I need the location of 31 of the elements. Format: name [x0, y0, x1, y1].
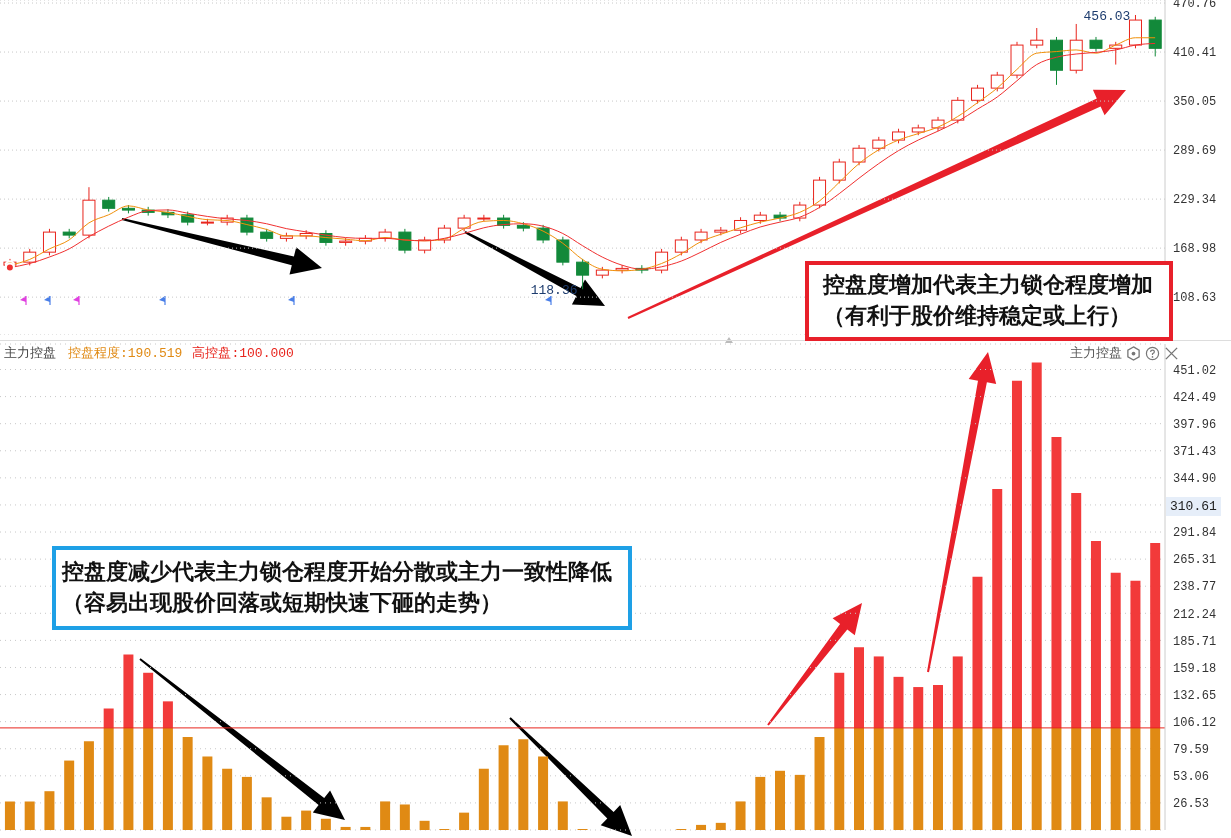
y-tick-label: 53.06 — [1173, 770, 1210, 785]
y-tick-label: 289.69 — [1173, 144, 1217, 159]
y-tick-label: 26.53 — [1173, 797, 1210, 812]
annotation: 控盘度减少代表主力锁仓程度开始分散或主力一致性降低（容易出现股价回落或短期快速下砸的走势） — [52, 546, 632, 630]
y-tick-label: 229.34 — [1173, 193, 1217, 208]
y-tick-label: 265.31 — [1173, 553, 1217, 568]
chart-title: 主力控盘 — [1070, 345, 1122, 360]
annotation: 控盘程度:190.519 — [68, 346, 183, 361]
y-tick-label: 410.41 — [1173, 46, 1217, 61]
y-tick-label: 238.77 — [1173, 580, 1217, 595]
y-tick-label: 451.02 — [1173, 363, 1217, 378]
y-tick-label: 106.12 — [1173, 715, 1217, 730]
y-tick-label: 108.63 — [1173, 291, 1217, 306]
y-tick-label: 371.43 — [1173, 445, 1217, 460]
y-tick-label: 212.24 — [1173, 607, 1217, 622]
chart-title: 主力控盘 — [4, 345, 56, 360]
y-tick-label: 470.76 — [1173, 0, 1217, 12]
y-tick-label: 291.84 — [1173, 526, 1217, 541]
y-tick-label: 397.96 — [1173, 417, 1217, 432]
text: 310.61 — [1166, 497, 1221, 516]
y-tick-label: 424.49 — [1173, 390, 1217, 405]
y-tick-label: 159.18 — [1173, 661, 1217, 676]
y-tick-label: 168.98 — [1173, 242, 1217, 257]
annotation: 控盘度增加代表主力锁仓程度增加（有利于股价维持稳定或上行） — [805, 261, 1173, 341]
y-tick-label: 350.05 — [1173, 95, 1217, 110]
y-tick-label: 79.59 — [1173, 743, 1210, 757]
ref-line-label: 高控盘:100.000 — [192, 346, 294, 361]
annotation: 456.03 — [1083, 8, 1131, 24]
y-tick-label: 344.90 — [1173, 472, 1217, 487]
y-tick-label: 132.65 — [1173, 688, 1217, 703]
y-tick-label: 185.71 — [1173, 634, 1217, 649]
